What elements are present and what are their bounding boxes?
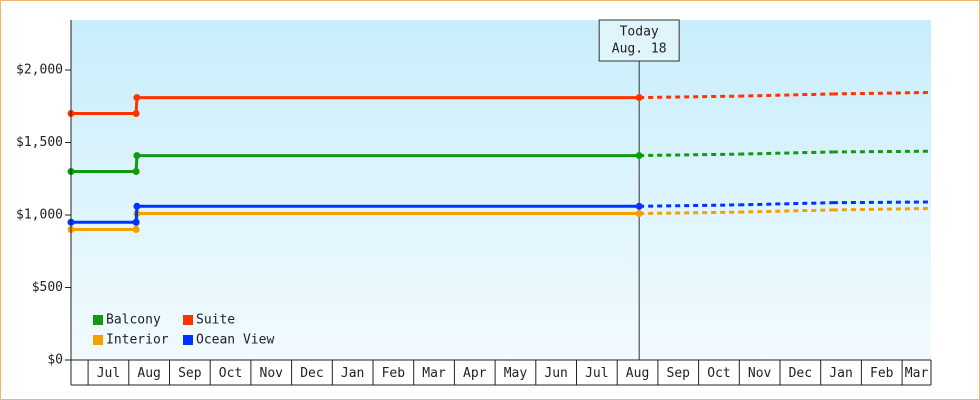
- point: [635, 152, 643, 160]
- forecast-segment: [832, 206, 932, 212]
- forecast-segment: [739, 201, 833, 207]
- forecast-segment: [739, 150, 833, 156]
- point: [133, 94, 141, 102]
- forecast-segment: [639, 94, 740, 100]
- forecast-segment: [639, 203, 740, 208]
- x-tick-label: Nov: [748, 366, 772, 381]
- y-tick-label: $0: [47, 353, 63, 368]
- x-tick-label: Feb: [382, 366, 406, 381]
- legend-swatch: [93, 315, 103, 325]
- legend-swatch: [183, 315, 193, 325]
- x-tick-label: Sep: [178, 366, 202, 381]
- forecast-segment: [639, 210, 740, 216]
- today-label: Today: [620, 25, 659, 40]
- point: [133, 202, 141, 210]
- point: [132, 110, 140, 118]
- legend-label: Interior: [106, 333, 169, 348]
- point: [133, 152, 141, 160]
- y-tick-label: $2,000: [16, 63, 63, 78]
- y-tick-label: $1,500: [16, 135, 63, 150]
- legend-swatch: [93, 335, 103, 345]
- y-tick-label: $500: [32, 280, 63, 295]
- x-tick-label: Oct: [707, 366, 730, 381]
- forecast-segment: [739, 208, 833, 214]
- today-box: [598, 19, 680, 62]
- point: [132, 168, 140, 176]
- x-tick-label: Feb: [870, 366, 894, 381]
- y-tick-label: $1,000: [16, 208, 63, 223]
- forecast-segment: [739, 92, 833, 98]
- legend-label: Balcony: [106, 313, 161, 328]
- point: [132, 226, 140, 234]
- x-tick-label: Apr: [463, 366, 487, 381]
- forecast-segment: [832, 149, 932, 154]
- x-tick-label: Mar: [422, 366, 446, 381]
- x-tick-label: Jul: [585, 366, 608, 381]
- forecast-segment: [639, 152, 740, 158]
- x-tick-label: Jan: [829, 366, 852, 381]
- forecast-segment: [832, 90, 932, 96]
- point: [635, 210, 643, 218]
- forecast-segment: [832, 200, 932, 205]
- x-tick-label: Nov: [260, 366, 284, 381]
- x-tick-label: Aug: [137, 366, 160, 381]
- x-tick-label: Oct: [219, 366, 242, 381]
- plot-area: [71, 20, 931, 360]
- x-tick-label: Jul: [97, 366, 120, 381]
- legend-label: Ocean View: [196, 333, 274, 348]
- legend-swatch: [183, 335, 193, 345]
- point: [635, 94, 643, 102]
- x-tick-label: Sep: [667, 366, 691, 381]
- legend-label: Suite: [196, 313, 235, 328]
- point: [635, 202, 643, 210]
- today-label: Aug. 18: [612, 42, 667, 57]
- x-tick-label: Mar: [905, 366, 929, 381]
- x-tick-label: May: [504, 366, 528, 381]
- x-tick-label: Dec: [300, 366, 323, 381]
- x-tick-label: Dec: [789, 366, 812, 381]
- x-tick-label: Aug: [626, 366, 649, 381]
- x-tick-label: Jan: [341, 366, 364, 381]
- chart-layer: $0 $500 $1,000 $1,500 $2,000 Jul Aug Sep Oct Nov D…: [16, 19, 932, 386]
- x-tick-label: Jun: [544, 366, 567, 381]
- point: [132, 218, 140, 226]
